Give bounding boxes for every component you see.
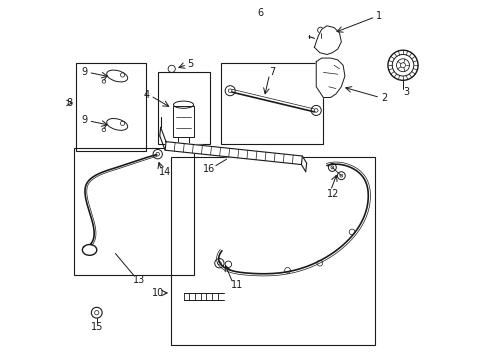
Polygon shape xyxy=(316,58,344,98)
Bar xyxy=(74,148,194,275)
Text: 9: 9 xyxy=(81,67,88,77)
Text: 8: 8 xyxy=(66,98,73,108)
Text: 1: 1 xyxy=(375,11,381,21)
Text: 10: 10 xyxy=(152,288,164,298)
Text: 15: 15 xyxy=(90,322,103,332)
Text: 2: 2 xyxy=(381,93,386,103)
Bar xyxy=(221,63,323,144)
Text: 12: 12 xyxy=(326,189,339,199)
Bar xyxy=(76,63,145,151)
Text: 16: 16 xyxy=(202,164,214,174)
Text: 5: 5 xyxy=(187,59,193,69)
Bar xyxy=(171,157,375,345)
Text: 6: 6 xyxy=(257,8,263,18)
Text: 13: 13 xyxy=(132,275,144,285)
Text: 11: 11 xyxy=(230,280,242,291)
Polygon shape xyxy=(165,141,302,165)
Bar xyxy=(158,72,210,144)
Text: 9: 9 xyxy=(81,115,88,125)
Text: 4: 4 xyxy=(143,90,150,100)
Text: 3: 3 xyxy=(403,87,409,97)
Polygon shape xyxy=(314,26,341,54)
Text: 14: 14 xyxy=(159,167,171,177)
Bar xyxy=(173,107,193,137)
Text: 7: 7 xyxy=(269,67,275,77)
